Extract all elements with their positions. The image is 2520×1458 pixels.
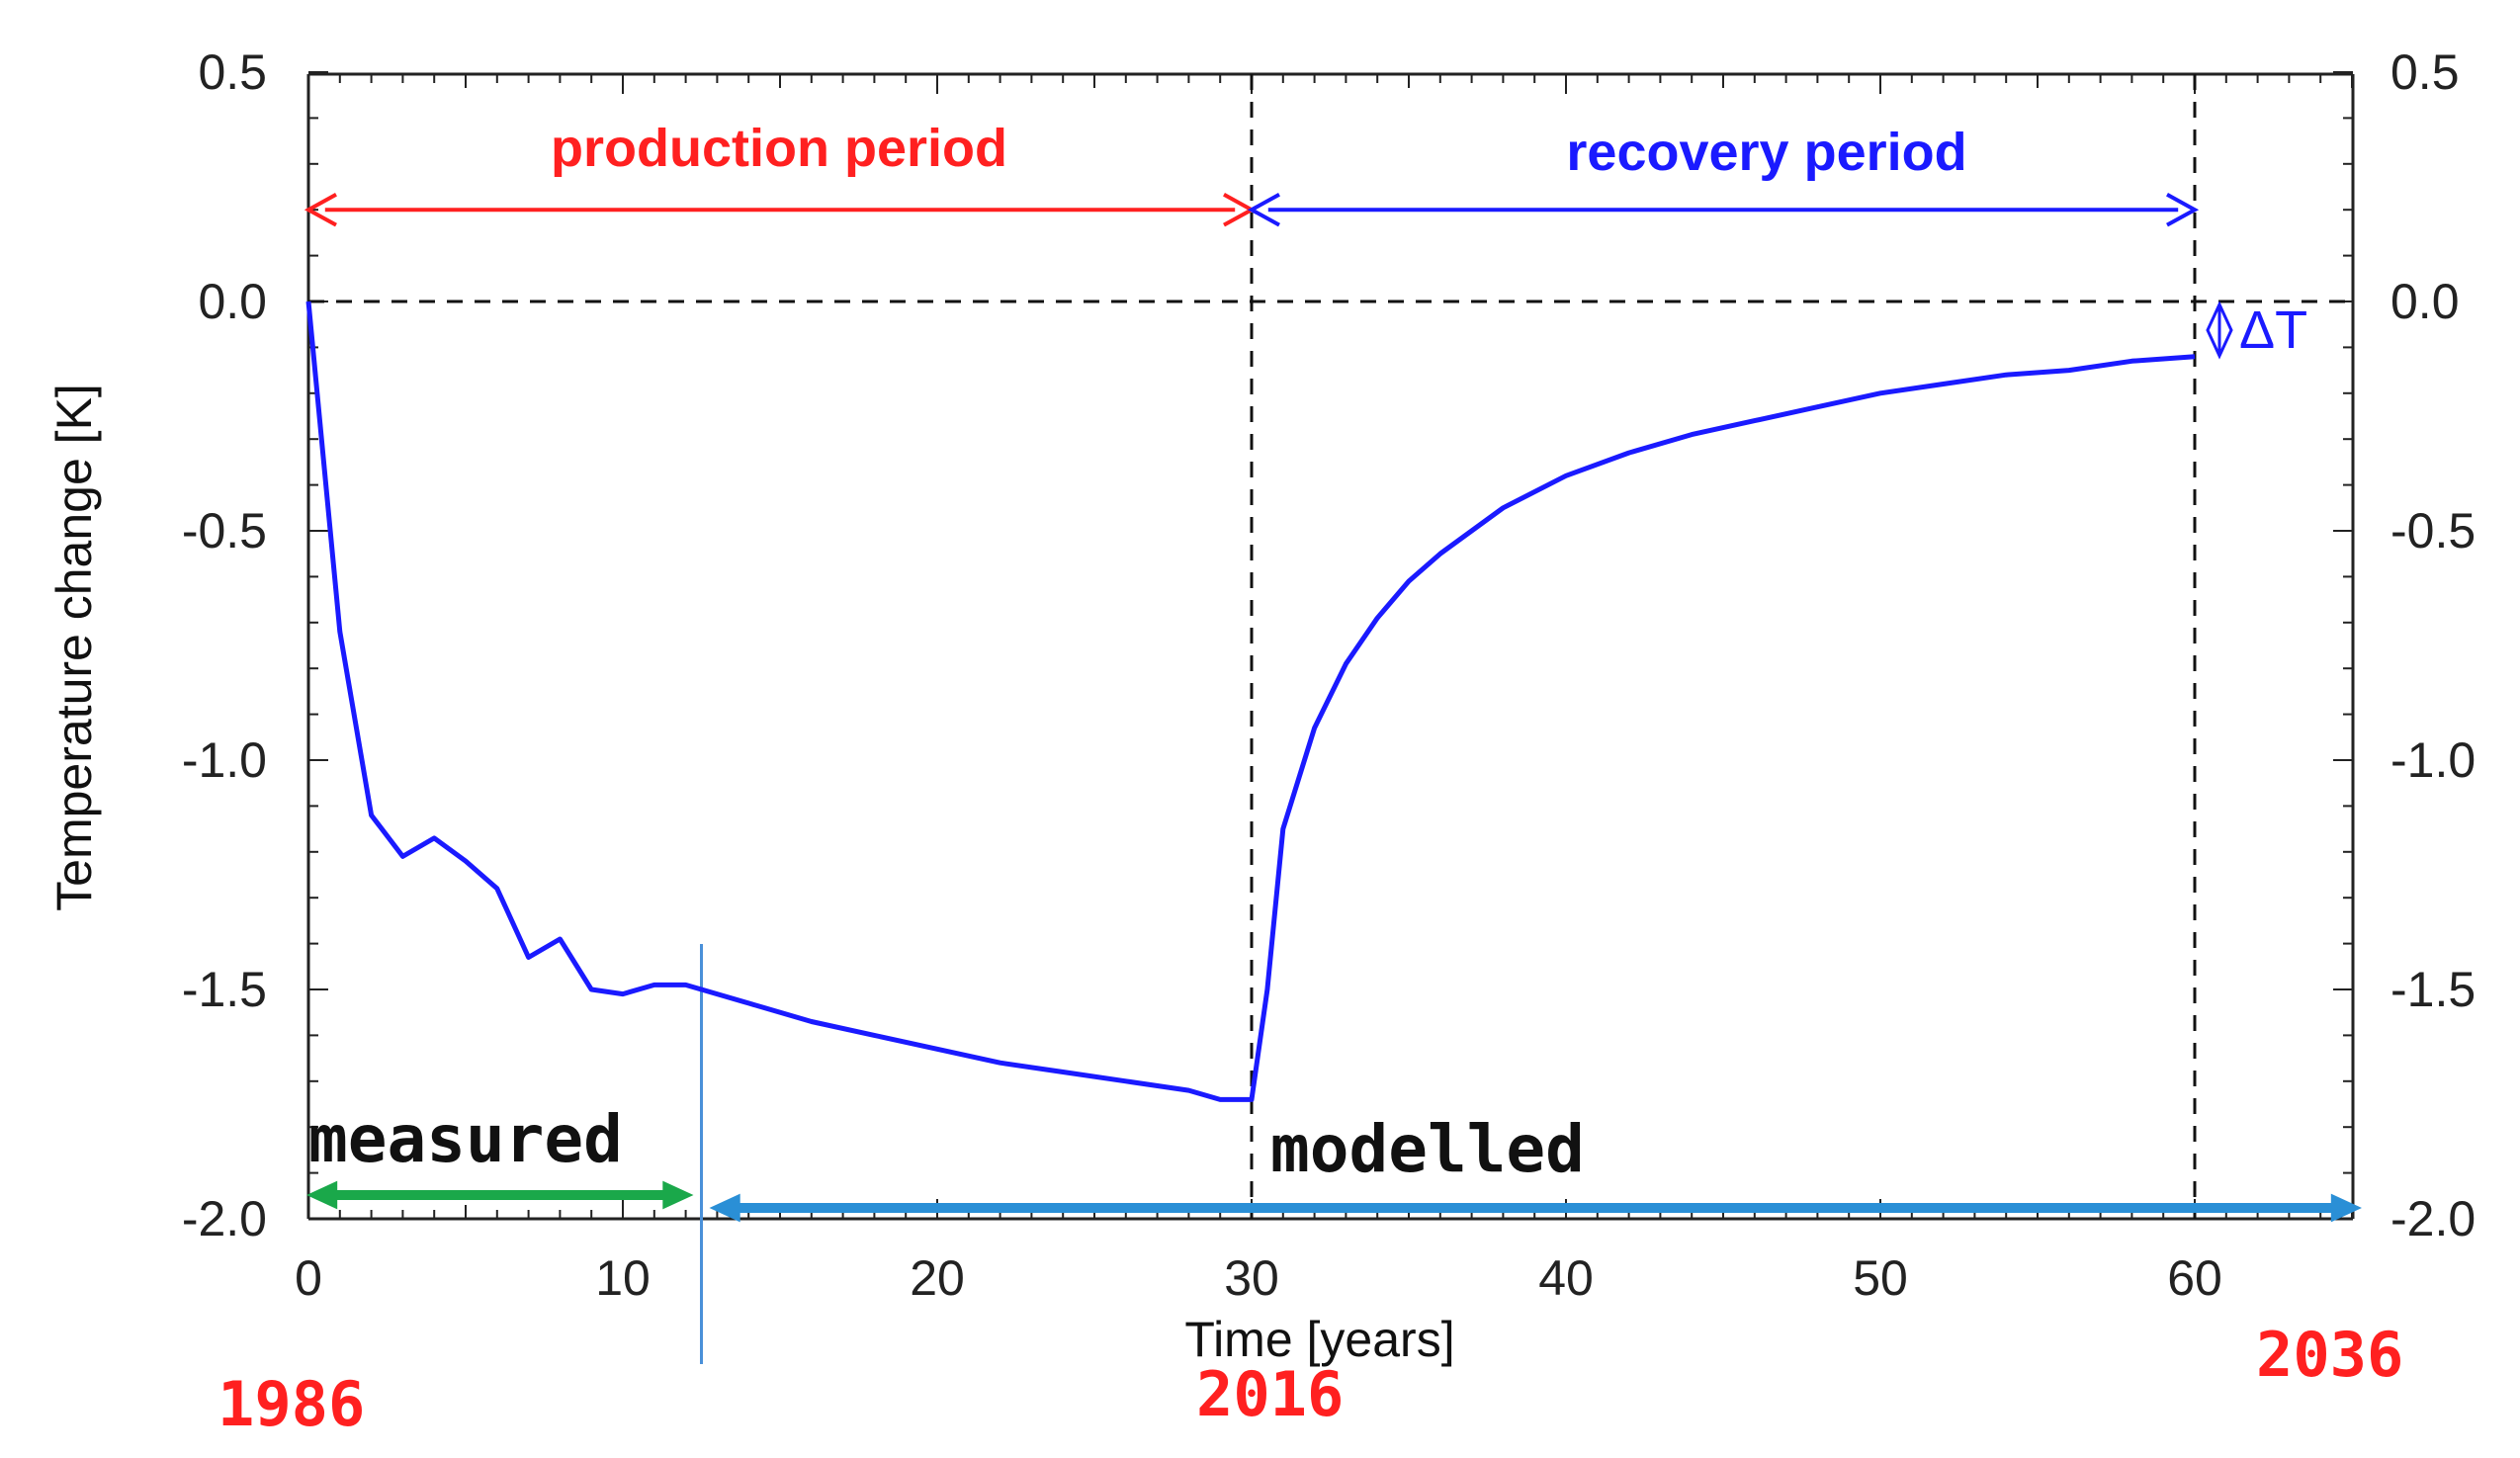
y-tick-label: 0.0 (198, 274, 267, 329)
y-tick-label: -2.0 (182, 1191, 267, 1246)
x-axis-title: Time [years] (1184, 1312, 1454, 1367)
delta-t-label: ΔT (2239, 300, 2307, 360)
recovery-period-arrow (1247, 193, 2200, 227)
recovery-period-arrow-right-head (2166, 193, 2200, 227)
production-period-arrow-left-head (304, 193, 337, 227)
modelled-arrow-left-head (709, 1193, 740, 1223)
y-tick-label: -0.5 (182, 503, 267, 558)
y-tick-label: -1.0 (182, 732, 267, 788)
production-period-label: production period (551, 119, 1007, 178)
y-tick-label-right: 0.5 (2390, 44, 2460, 100)
y-tick-label-right: -2.0 (2390, 1191, 2476, 1246)
modelled-label: modelled (1270, 1111, 1585, 1187)
recovery-period-label: recovery period (1566, 123, 1966, 182)
x-tick-label: 20 (910, 1250, 965, 1306)
x-tick-label: 30 (1224, 1250, 1279, 1306)
y-tick-labels-right: 0.5 0.0 -0.5 -1.0 -1.5 -2.0 (2390, 44, 2476, 1246)
delta-t-annotation: ΔT (2206, 300, 2307, 360)
series-line (305, 300, 2196, 1102)
year-label-1986: 1986 (217, 1368, 365, 1440)
year-label-2036: 2036 (2256, 1319, 2403, 1391)
y-tick-labels: 0.5 0.0 -0.5 -1.0 -1.5 -2.0 (182, 44, 267, 1246)
measured-arrow-left-head (306, 1180, 338, 1210)
x-tick-labels: 0 10 20 30 40 50 60 (295, 1250, 2222, 1306)
recovery-period-arrow-left-head (1247, 193, 1280, 227)
measured-label: measured (308, 1101, 623, 1177)
measured-arrow (306, 1180, 694, 1210)
x-tick-label: 50 (1853, 1250, 1908, 1306)
y-tick-label: -1.5 (182, 962, 267, 1017)
y-tick-label-right: 0.0 (2390, 274, 2460, 329)
x-tick-label: 10 (595, 1250, 651, 1306)
y-tick-label: 0.5 (198, 44, 267, 100)
x-tick-label: 40 (1538, 1250, 1594, 1306)
y-tick-label-right: -1.5 (2390, 962, 2476, 1017)
measured-arrow-right-head (662, 1180, 694, 1210)
y-axis-title: Temperature change [K] (46, 384, 102, 911)
y-tick-label-right: -0.5 (2390, 503, 2476, 558)
delta-t-diamond-icon (2206, 300, 2233, 360)
plot-frame (306, 72, 2355, 1221)
period-arrows (304, 193, 2362, 1223)
modelled-arrow (709, 1193, 2362, 1223)
modelled-arrow-right-head (2330, 1193, 2362, 1223)
year-label-2016: 2016 (1196, 1358, 1344, 1430)
y-tick-label-right: -1.0 (2390, 732, 2476, 788)
reference-lines (308, 74, 2353, 1364)
x-tick-label: 0 (295, 1250, 322, 1306)
x-tick-label: 60 (2167, 1250, 2222, 1306)
